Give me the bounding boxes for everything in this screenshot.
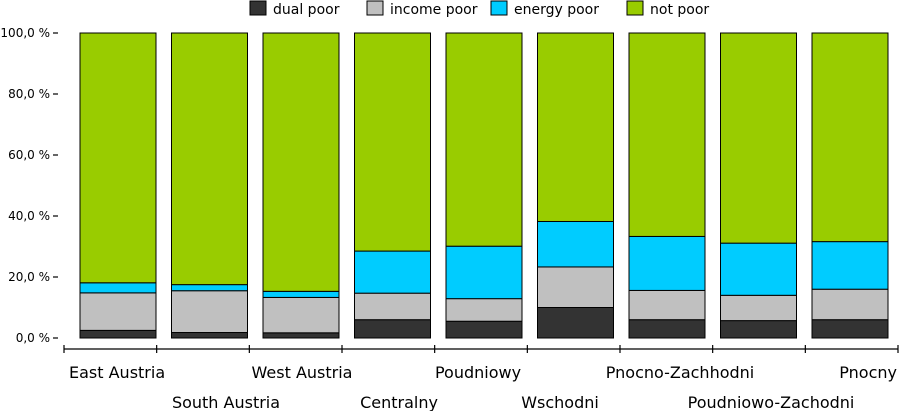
bar-dual-poor-4 — [354, 319, 431, 339]
bar-dual-poor-3 — [262, 332, 340, 339]
y-tick-label: 80,0 % — [8, 87, 50, 101]
bar-dual-poor-7 — [628, 319, 706, 339]
bar-income-poor-4 — [354, 292, 431, 321]
x-tick-label: West Austria — [252, 363, 353, 382]
legend-label-dual-poor: dual poor — [273, 2, 340, 18]
x-tick-label: Centralny — [360, 393, 438, 411]
bar-income-poor-3 — [262, 296, 340, 334]
bar-not-poor-1 — [79, 32, 157, 284]
legend-swatch-energy-poor — [490, 0, 508, 16]
legend-swatch-not-poor — [626, 0, 644, 16]
bar-not-poor-3 — [262, 32, 340, 292]
legend-label-income-poor: income poor — [390, 2, 478, 18]
bar-not-poor-2 — [171, 32, 248, 286]
y-tick-label: 0,0 % — [16, 331, 50, 345]
bar-energy-poor-7 — [628, 235, 706, 291]
bar-not-poor-9 — [811, 32, 889, 243]
bar-energy-poor-4 — [354, 250, 431, 294]
y-axis: 0,0 % 20,0 % 40,0 % 60,0 % 80,0 % 100,0 % — [0, 26, 58, 345]
bar-energy-poor-5 — [445, 245, 523, 300]
bar-income-poor-1 — [79, 292, 157, 331]
bars — [79, 32, 889, 339]
bar-not-poor-6 — [537, 32, 614, 222]
bar-not-poor-8 — [720, 32, 797, 244]
bar-income-poor-5 — [445, 298, 523, 322]
bar-dual-poor-6 — [537, 307, 614, 339]
bar-energy-poor-3 — [262, 290, 340, 298]
bar-income-poor-8 — [720, 294, 797, 322]
bar-income-poor-7 — [628, 289, 706, 321]
x-tick-label: South Austria — [172, 393, 280, 411]
x-tick-label: Poudniowy — [435, 363, 521, 382]
bar-energy-poor-6 — [537, 220, 614, 268]
bar-dual-poor-2 — [171, 332, 248, 339]
bar-dual-poor-9 — [811, 319, 889, 339]
x-tick-label: East Austria — [69, 363, 165, 382]
bar-dual-poor-8 — [720, 320, 797, 339]
x-tick-label: Poudniowo-Zachodni — [688, 393, 855, 411]
legend-swatch-income-poor — [366, 0, 384, 16]
bar-not-poor-4 — [354, 32, 431, 252]
legend-label-energy-poor: energy poor — [514, 2, 599, 18]
bar-dual-poor-5 — [445, 320, 523, 339]
bar-energy-poor-2 — [171, 284, 248, 292]
bar-not-poor-7 — [628, 32, 706, 237]
x-tick-label: Pnocno-Zachhodni — [606, 363, 754, 382]
legend: dual poor income poor energy poor not poor — [249, 0, 709, 18]
bar-income-poor-9 — [811, 288, 889, 321]
x-tick-label: Wschodni — [521, 393, 599, 411]
bar-not-poor-5 — [445, 32, 523, 247]
y-tick-label: 100,0 % — [0, 26, 50, 40]
bar-energy-poor-8 — [720, 242, 797, 296]
legend-swatch-dual-poor — [249, 0, 267, 16]
x-tick-label: Pnocny — [839, 363, 897, 382]
y-tick-label: 60,0 % — [8, 148, 50, 162]
bar-dual-poor-1 — [79, 329, 157, 339]
y-tick-label: 20,0 % — [8, 270, 50, 284]
legend-label-not-poor: not poor — [650, 2, 709, 18]
y-tick-label: 40,0 % — [8, 209, 50, 223]
bar-energy-poor-9 — [811, 241, 889, 290]
bar-income-poor-6 — [537, 266, 614, 308]
x-axis: East Austria South Austria West Austria Cen… — [63, 345, 899, 411]
bar-income-poor-2 — [171, 290, 248, 334]
bar-energy-poor-1 — [79, 282, 157, 294]
